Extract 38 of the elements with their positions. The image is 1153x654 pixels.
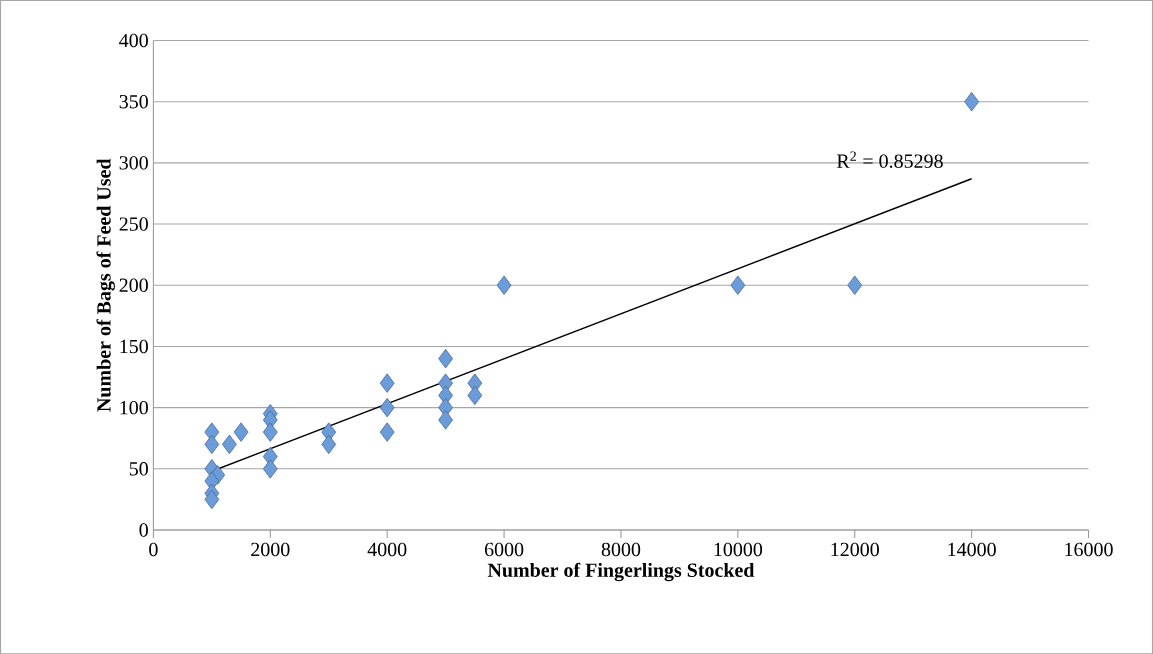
annotation: R$^{2}$ = 0.85298 (836, 151, 943, 168)
y-tick-label: 100 (120, 400, 148, 415)
point (262, 422, 278, 442)
point (262, 458, 278, 479)
x-axis-title: Number of Fingerlings Stocked (487, 562, 755, 581)
point (847, 275, 863, 295)
y-tick-label: 150 (120, 339, 148, 353)
point (379, 422, 395, 442)
point (321, 434, 337, 454)
x-tick-label: 14000 (948, 542, 996, 556)
y-axis-title: Number of Bags of Feed Used (96, 158, 115, 412)
y-tick-label: 250 (119, 217, 148, 231)
point (496, 275, 512, 295)
x-tick-label: 10000 (714, 542, 763, 556)
point (438, 348, 454, 369)
x-tick-label: 6000 (484, 542, 524, 556)
point (379, 397, 395, 418)
y-tick-label: 350 (119, 94, 148, 109)
point (204, 489, 220, 509)
x-tick-label: 0 (149, 542, 158, 556)
x-tick-label: 8000 (601, 542, 641, 556)
x-tick-label: 2000 (251, 542, 290, 556)
y-tick-label: 300 (119, 155, 148, 170)
y-tick-label: 400 (119, 33, 148, 47)
point (730, 275, 746, 295)
point (233, 422, 249, 442)
y-tick-label: 200 (119, 278, 148, 292)
point (438, 409, 454, 430)
point (467, 385, 483, 405)
point (221, 434, 237, 454)
x-tick-label: 12000 (831, 542, 879, 556)
point (964, 91, 980, 112)
point (379, 373, 395, 393)
x-tick-label: 16000 (1065, 542, 1113, 556)
y-tick-label: 0 (139, 523, 148, 537)
x-tick-label: 4000 (367, 542, 407, 556)
point (204, 434, 220, 454)
y-tick-label: 50 (129, 461, 148, 476)
